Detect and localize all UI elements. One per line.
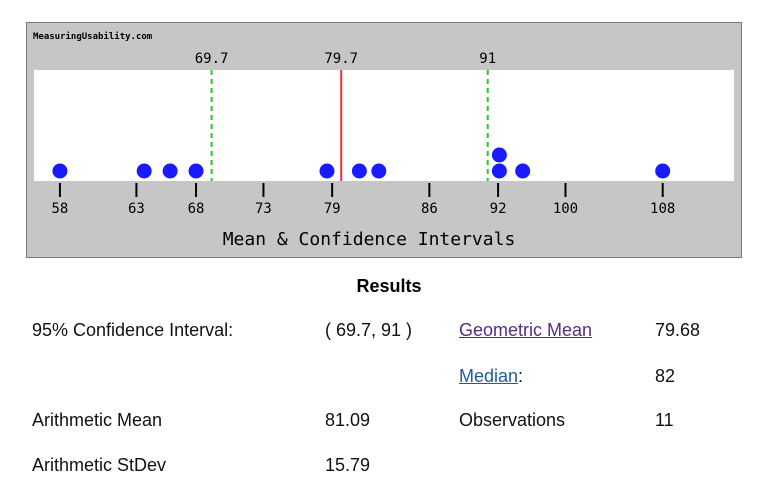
x-tick-label: 92 — [490, 201, 507, 217]
x-tick-label: 58 — [51, 201, 68, 217]
ci-lower-label: 69.7 — [195, 51, 229, 67]
data-point — [491, 147, 507, 163]
geometric-mean-link[interactable]: Geometric Mean — [459, 320, 593, 340]
x-tick-label: 86 — [421, 201, 438, 217]
x-tick-label: 108 — [650, 201, 675, 217]
arithmetic-mean-label: Arithmetic Mean — [32, 410, 163, 430]
x-tick-label: 63 — [128, 201, 145, 217]
data-point — [351, 163, 367, 179]
plot-area — [34, 70, 734, 181]
median-value: 82 — [655, 366, 676, 386]
x-tick-label: 100 — [553, 201, 578, 217]
arithmetic-mean-value: 81.09 — [325, 410, 371, 430]
results-title: Results — [356, 276, 422, 296]
data-point — [52, 163, 68, 179]
data-point — [162, 163, 178, 179]
x-tick-label: 79 — [324, 201, 341, 217]
data-point — [319, 163, 335, 179]
median-row: Median: — [459, 366, 523, 387]
chart-frame: MeasuringUsability.com 69.7 91 79.7 58 63 68… — [26, 22, 742, 258]
data-point — [371, 163, 387, 179]
ci-value: ( 69.7, 91 ) — [325, 320, 413, 340]
observations-value: 11 — [655, 410, 674, 430]
data-point — [655, 163, 671, 179]
site-label: MeasuringUsability.com — [33, 31, 153, 42]
median-colon: : — [518, 366, 524, 386]
data-point — [136, 163, 152, 179]
data-point — [515, 163, 531, 179]
dot-plot: MeasuringUsability.com 69.7 91 79.7 58 63 68… — [33, 31, 734, 250]
ci-upper-label: 91 — [479, 51, 496, 67]
geometric-mean-value: 79.68 — [655, 320, 701, 340]
x-tick-label: 68 — [188, 201, 205, 217]
observations-label: Observations — [459, 410, 566, 430]
data-point — [188, 163, 204, 179]
arithmetic-stdev-value: 15.79 — [325, 455, 371, 475]
median-link[interactable]: Median — [459, 366, 519, 386]
ci-label: 95% Confidence Interval: — [32, 320, 234, 340]
x-axis-title: Mean & Confidence Intervals — [223, 229, 516, 250]
mean-label: 79.7 — [324, 51, 358, 67]
x-tick-label: 73 — [255, 201, 272, 217]
data-point — [491, 163, 507, 179]
arithmetic-stdev-label: Arithmetic StDev — [32, 455, 167, 475]
